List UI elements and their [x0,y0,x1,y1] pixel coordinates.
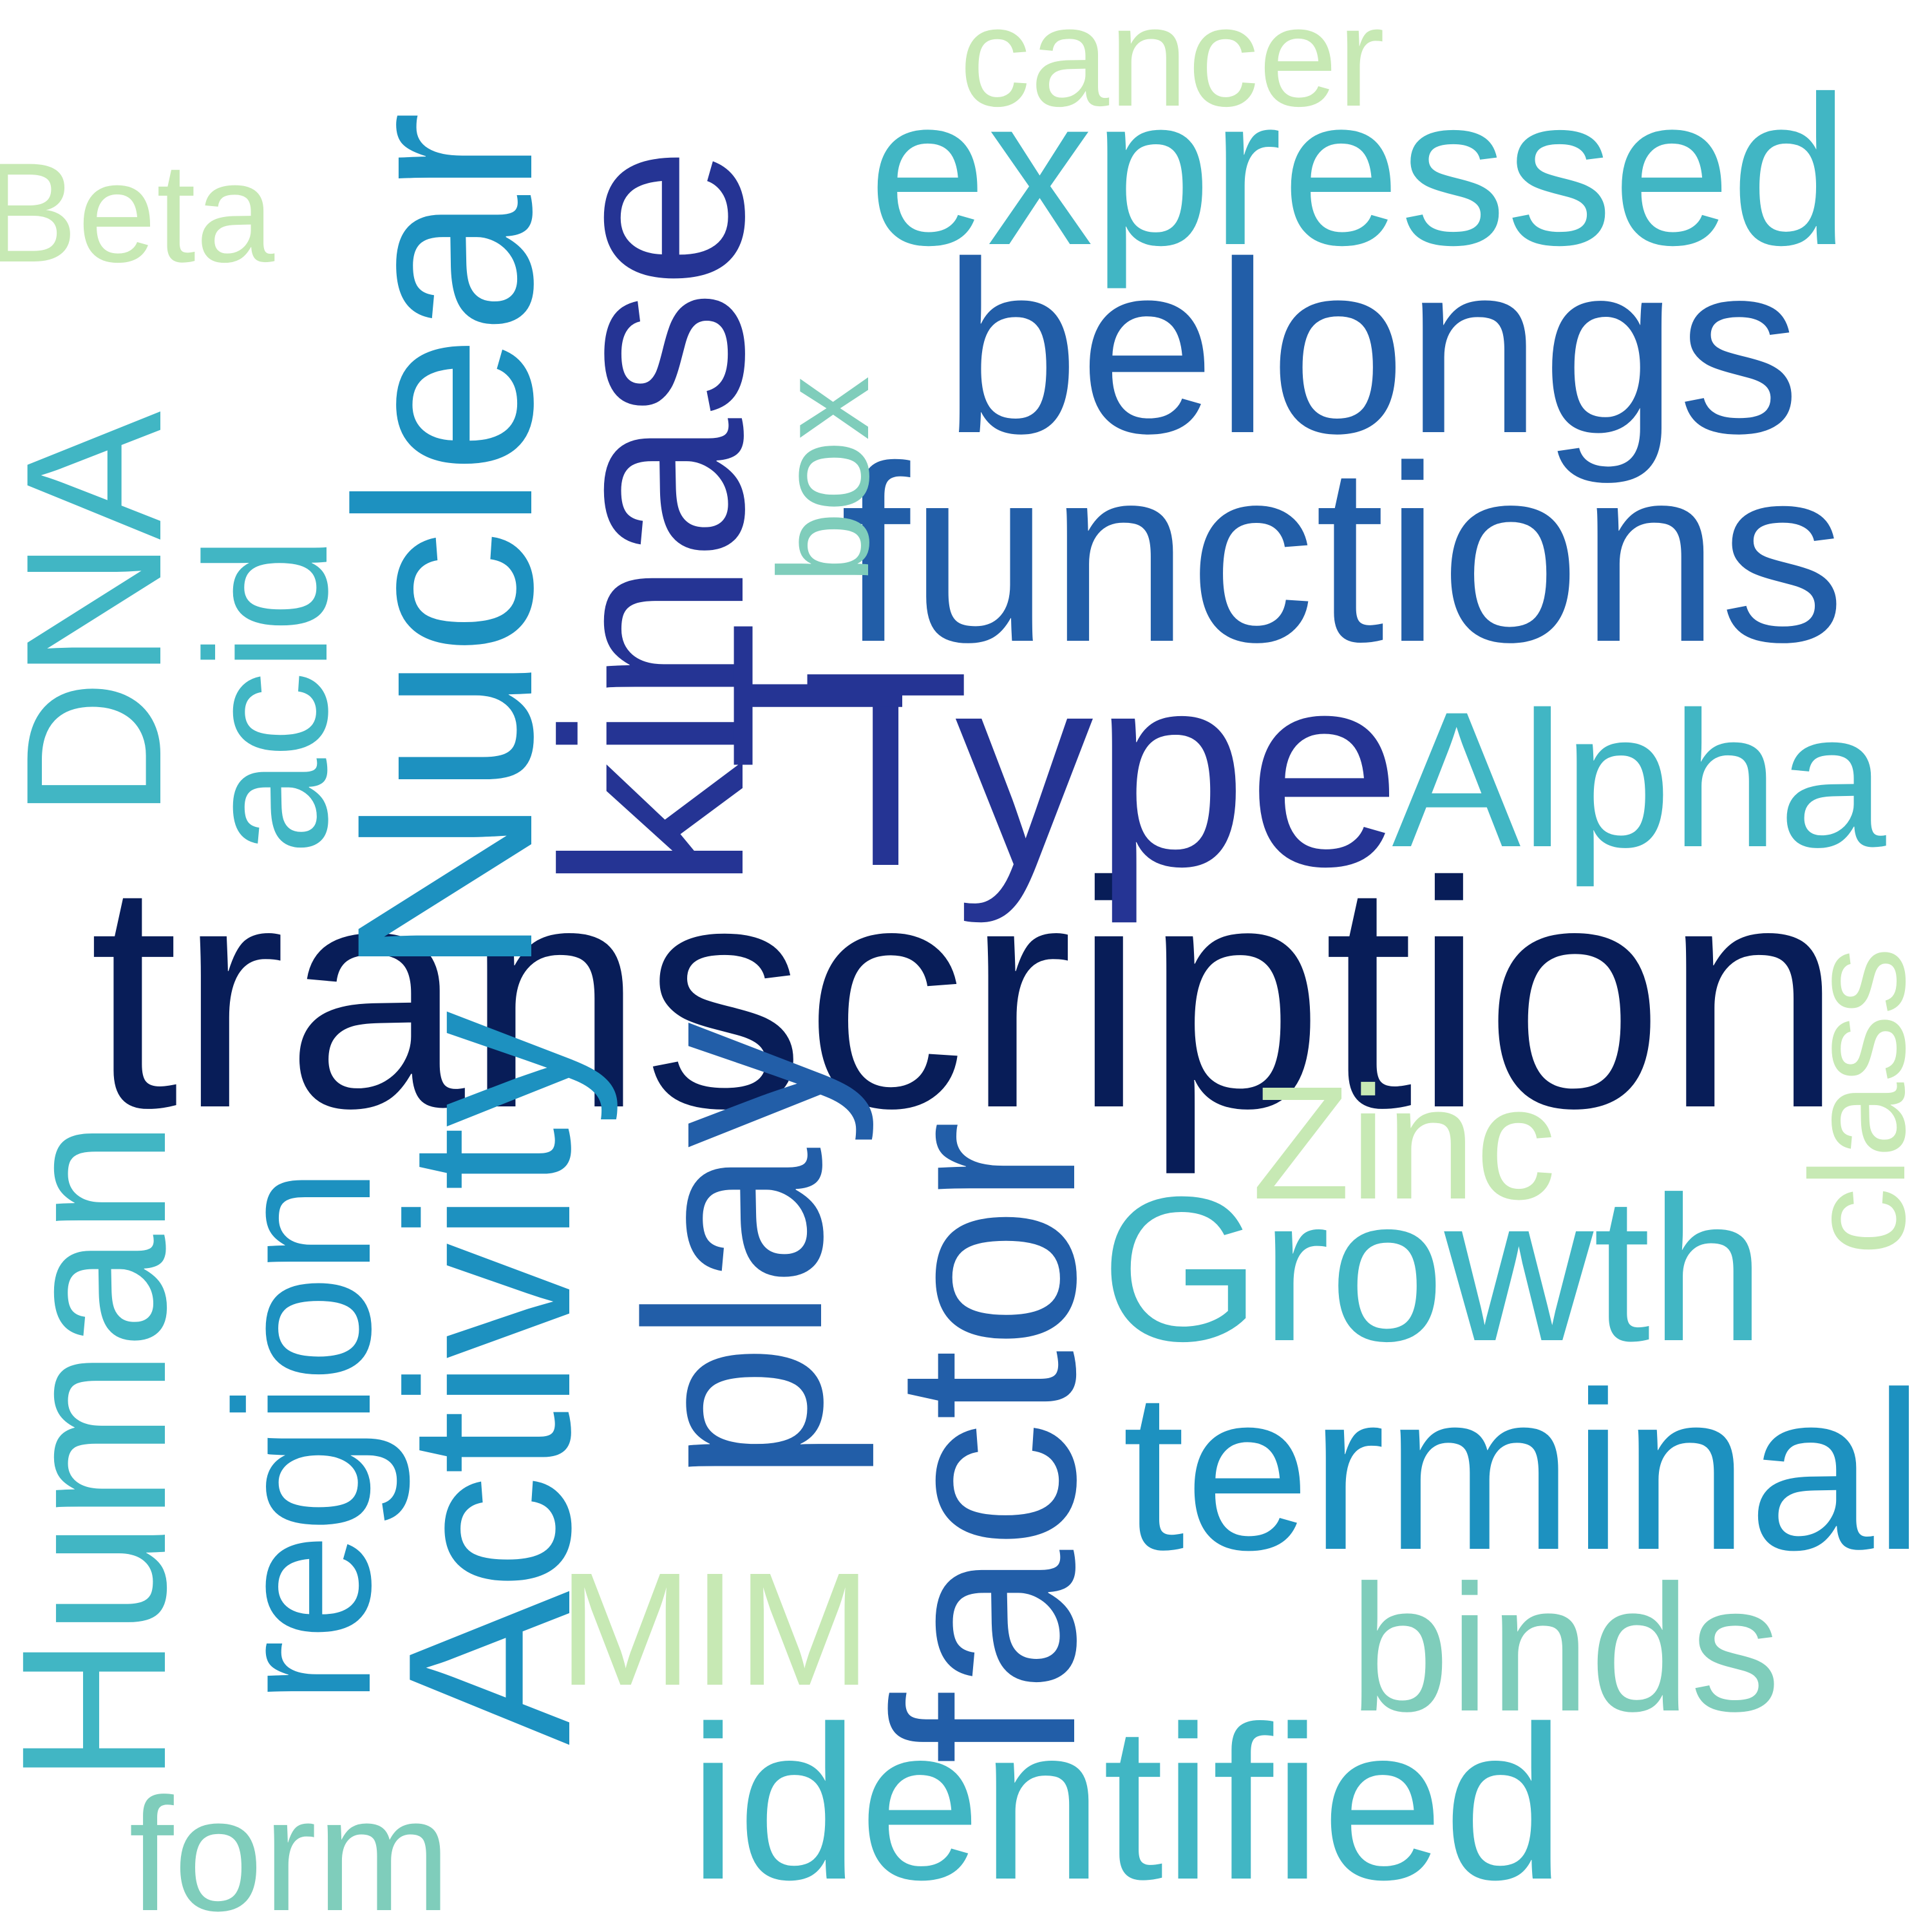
word-growth: Growth [1101,1153,1765,1384]
word-t: T [681,620,954,771]
word-transcription: transcription [89,815,1843,1175]
word-cancer: cancer [959,0,1385,136]
word-identified: identified [688,1681,1566,1926]
word-mim: MIM [558,1539,871,1719]
word-activity: Activity [360,1010,619,1746]
word-belongs: belongs [943,211,1801,484]
word-alpha: Alpha [1392,671,1886,887]
word-box: box [752,375,896,584]
word-factor: factor [841,1120,1129,1765]
word-binds: binds [1349,1548,1781,1749]
word-class: class [1782,947,1932,1256]
word-dna: DNA [0,411,202,819]
word-beta: Beta [0,133,275,292]
word-type: Type [800,615,1402,924]
word-form: form [129,1765,451,1932]
word-acid: acid [170,536,364,855]
word-zinc: Zinc [1251,1053,1557,1233]
word-functions: functions [840,413,1846,694]
word-human: Human [0,1120,209,1785]
word-terminal: terminal [1122,1345,1924,1597]
word-expressed: expressed [868,52,1850,289]
word-play: play [594,1022,875,1483]
